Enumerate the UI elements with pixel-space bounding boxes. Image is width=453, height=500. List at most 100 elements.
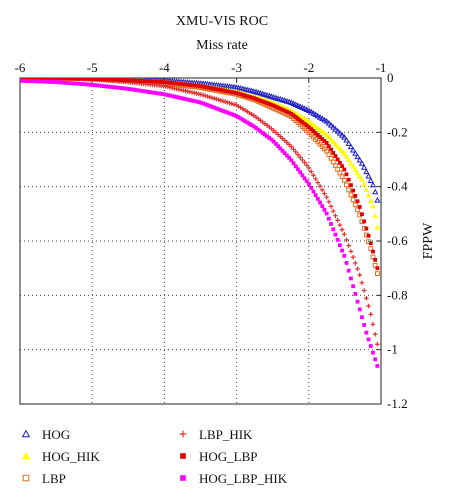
x-tick-label: -4: [159, 60, 170, 75]
data-point: [371, 249, 375, 254]
data-point: [276, 144, 281, 149]
data-point: [319, 115, 326, 122]
data-point: [311, 189, 316, 194]
legend-item-hog-lbp: HOG_LBP: [180, 449, 258, 464]
data-point: [333, 154, 338, 159]
data-point: [304, 179, 309, 184]
data-point: [274, 141, 278, 146]
data-point: [355, 199, 360, 204]
data-point: [300, 120, 305, 124]
data-point: [296, 167, 300, 172]
data-point: [341, 133, 348, 140]
legend-marker: [180, 453, 186, 459]
data-point: [62, 78, 67, 81]
data-point: [323, 131, 330, 138]
data-point: [55, 78, 60, 80]
data-point: [194, 83, 199, 88]
data-point: [322, 207, 327, 212]
series-hog-hik: [20, 78, 381, 230]
data-point: [374, 224, 381, 230]
data-point: [265, 134, 269, 139]
y-tick-label: -0.4: [387, 179, 408, 194]
data-point: [174, 95, 179, 99]
data-point: [360, 315, 364, 320]
legend-marker: [22, 451, 30, 460]
data-point: [349, 183, 353, 187]
data-point: [245, 120, 250, 125]
data-point: [152, 79, 157, 84]
data-point: [170, 81, 175, 85]
data-point: [187, 98, 192, 102]
data-point: [51, 80, 55, 84]
data-point: [313, 193, 318, 198]
data-point: [101, 84, 106, 89]
data-point: [227, 89, 232, 94]
data-point: [115, 85, 119, 90]
data-point: [322, 139, 327, 143]
x-tick-label: -5: [87, 60, 98, 75]
data-point: [128, 78, 133, 83]
data-point: [363, 186, 370, 192]
data-point: [203, 93, 208, 99]
data-point: [90, 82, 95, 87]
data-point: [185, 97, 190, 102]
data-point: [356, 173, 363, 179]
data-point: [333, 232, 338, 237]
data-point: [73, 78, 78, 81]
data-point: [183, 82, 188, 87]
data-point: [199, 84, 203, 89]
data-point: [291, 146, 296, 152]
data-point: [329, 147, 333, 152]
data-point: [375, 341, 380, 347]
data-point: [326, 144, 331, 149]
data-point: [359, 176, 365, 182]
legend-item-lbp-hik: LBP_HIK: [179, 427, 253, 442]
data-point: [367, 197, 374, 203]
data-point: [66, 78, 71, 81]
data-point: [258, 98, 263, 103]
data-point: [22, 78, 27, 80]
data-point: [286, 142, 292, 147]
data-point: [313, 176, 318, 182]
data-point: [33, 79, 38, 84]
y-tick-label: 0: [387, 70, 394, 85]
data-point: [150, 79, 155, 84]
data-point: [157, 79, 161, 84]
data-point: [53, 80, 58, 84]
data-point: [220, 98, 226, 104]
data-point: [333, 213, 338, 219]
data-point: [353, 260, 358, 266]
data-point: [71, 81, 75, 86]
data-point: [101, 78, 106, 82]
data-point: [351, 188, 356, 193]
data-point: [343, 136, 350, 143]
data-point: [128, 87, 133, 92]
data-point: [163, 92, 168, 97]
x-tick-label: -2: [303, 60, 314, 75]
data-point: [93, 78, 97, 81]
data-point: [225, 100, 230, 105]
data-point: [337, 222, 343, 228]
data-point: [326, 134, 332, 140]
data-point: [212, 86, 217, 91]
data-point: [328, 204, 334, 209]
data-point: [254, 126, 258, 130]
data-point: [278, 106, 283, 111]
data-point: [349, 146, 357, 153]
data-point: [361, 164, 368, 170]
data-point: [84, 82, 89, 87]
data-point: [123, 78, 128, 82]
data-point: [192, 99, 197, 103]
data-point: [369, 181, 377, 188]
data-point: [207, 85, 212, 90]
data-point: [348, 249, 354, 254]
data-point: [310, 110, 317, 116]
data-point: [344, 237, 349, 243]
data-point: [285, 153, 289, 158]
legend-label: HOG_HIK: [42, 449, 100, 464]
legend-item-hog-hik: HOG_HIK: [22, 449, 100, 464]
data-point: [307, 125, 311, 129]
data-point: [327, 121, 335, 128]
data-point: [35, 79, 40, 84]
data-point: [335, 238, 340, 242]
